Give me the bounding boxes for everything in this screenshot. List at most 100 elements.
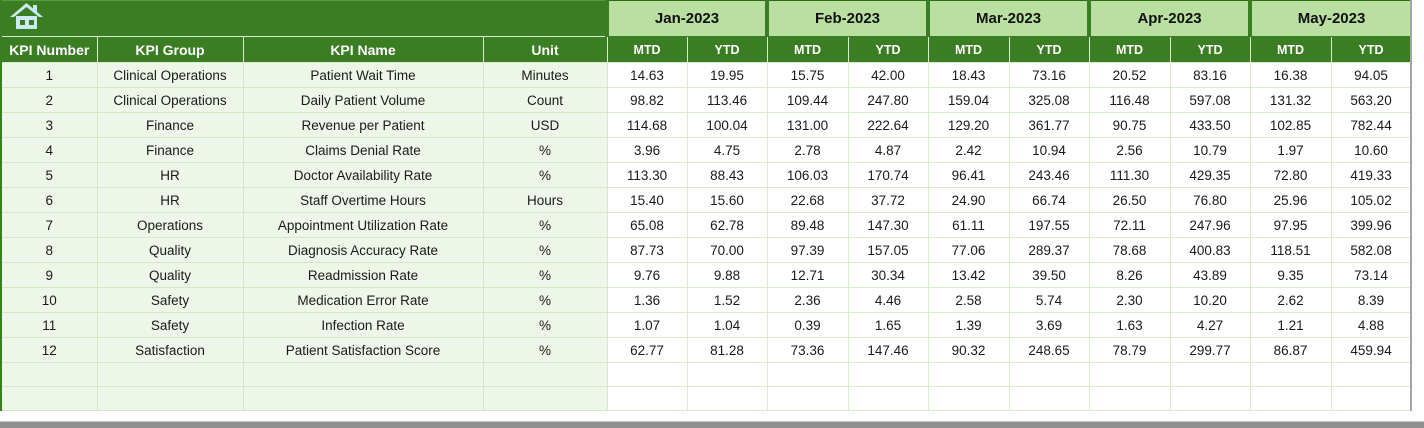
kpi-name-cell[interactable]: Revenue per Patient xyxy=(242,112,484,138)
kpi-name-cell[interactable]: Daily Patient Volume xyxy=(242,87,484,113)
unit-cell[interactable]: % xyxy=(482,137,608,163)
value-cell[interactable]: 400.83 xyxy=(1169,237,1251,263)
value-cell[interactable]: 22.68 xyxy=(766,187,849,213)
value-cell[interactable]: 73.16 xyxy=(1008,62,1090,88)
value-cell[interactable]: 3.69 xyxy=(1008,312,1090,338)
value-cell[interactable]: 247.80 xyxy=(847,87,929,113)
value-cell[interactable]: 597.08 xyxy=(1169,87,1251,113)
value-cell[interactable]: 1.97 xyxy=(1249,137,1332,163)
value-cell[interactable]: 2.30 xyxy=(1088,287,1171,313)
kpi-group-cell[interactable]: Quality xyxy=(96,237,244,263)
unit-cell[interactable]: Count xyxy=(482,87,608,113)
value-cell[interactable]: 289.37 xyxy=(1008,237,1090,263)
value-cell[interactable]: 2.78 xyxy=(766,137,849,163)
col-header-ytd[interactable]: YTD xyxy=(847,36,929,63)
home-icon[interactable] xyxy=(10,3,44,31)
value-cell[interactable]: 30.34 xyxy=(847,262,929,288)
value-cell[interactable]: 25.96 xyxy=(1249,187,1332,213)
value-cell[interactable]: 433.50 xyxy=(1169,112,1251,138)
value-cell[interactable]: 114.68 xyxy=(606,112,688,138)
col-header-kpi-name[interactable]: KPI Name xyxy=(242,36,484,63)
value-cell[interactable]: 2.58 xyxy=(927,287,1010,313)
empty-cell[interactable] xyxy=(0,386,98,411)
value-cell[interactable]: 5.74 xyxy=(1008,287,1090,313)
value-cell[interactable]: 361.77 xyxy=(1008,112,1090,138)
unit-cell[interactable]: Minutes xyxy=(482,62,608,88)
value-cell[interactable]: 77.06 xyxy=(927,237,1010,263)
value-cell[interactable]: 90.32 xyxy=(927,337,1010,363)
kpi-number-cell[interactable]: 10 xyxy=(0,287,98,313)
value-cell[interactable]: 1.63 xyxy=(1088,312,1171,338)
value-cell[interactable]: 78.68 xyxy=(1088,237,1171,263)
col-header-unit[interactable]: Unit xyxy=(482,36,608,63)
value-cell[interactable]: 72.80 xyxy=(1249,162,1332,188)
empty-cell[interactable] xyxy=(847,362,929,387)
value-cell[interactable]: 1.21 xyxy=(1249,312,1332,338)
kpi-number-cell[interactable]: 12 xyxy=(0,337,98,363)
value-cell[interactable]: 2.62 xyxy=(1249,287,1332,313)
value-cell[interactable]: 248.65 xyxy=(1008,337,1090,363)
value-cell[interactable]: 1.52 xyxy=(686,287,768,313)
value-cell[interactable]: 4.75 xyxy=(686,137,768,163)
kpi-group-cell[interactable]: Finance xyxy=(96,137,244,163)
kpi-number-cell[interactable]: 5 xyxy=(0,162,98,188)
value-cell[interactable]: 61.11 xyxy=(927,212,1010,238)
value-cell[interactable]: 429.35 xyxy=(1169,162,1251,188)
value-cell[interactable]: 39.50 xyxy=(1008,262,1090,288)
value-cell[interactable]: 459.94 xyxy=(1330,337,1412,363)
value-cell[interactable]: 73.36 xyxy=(766,337,849,363)
empty-cell[interactable] xyxy=(1088,386,1171,411)
value-cell[interactable]: 197.55 xyxy=(1008,212,1090,238)
value-cell[interactable]: 87.73 xyxy=(606,237,688,263)
empty-cell[interactable] xyxy=(96,362,244,387)
unit-cell[interactable]: % xyxy=(482,287,608,313)
month-header-jan[interactable]: Jan-2023 xyxy=(605,0,767,37)
value-cell[interactable]: 10.60 xyxy=(1330,137,1412,163)
value-cell[interactable]: 88.43 xyxy=(686,162,768,188)
kpi-name-cell[interactable]: Medication Error Rate xyxy=(242,287,484,313)
value-cell[interactable]: 131.32 xyxy=(1249,87,1332,113)
value-cell[interactable]: 3.96 xyxy=(606,137,688,163)
kpi-group-cell[interactable]: Finance xyxy=(96,112,244,138)
col-header-kpi-number[interactable]: KPI Number xyxy=(0,36,98,63)
value-cell[interactable]: 247.96 xyxy=(1169,212,1251,238)
kpi-group-cell[interactable]: HR xyxy=(96,187,244,213)
empty-cell[interactable] xyxy=(0,362,98,387)
empty-cell[interactable] xyxy=(1008,362,1090,387)
value-cell[interactable]: 10.79 xyxy=(1169,137,1251,163)
empty-cell[interactable] xyxy=(1169,386,1251,411)
value-cell[interactable]: 78.79 xyxy=(1088,337,1171,363)
value-cell[interactable]: 97.39 xyxy=(766,237,849,263)
empty-cell[interactable] xyxy=(242,362,484,387)
kpi-group-cell[interactable]: Clinical Operations xyxy=(96,87,244,113)
value-cell[interactable]: 243.46 xyxy=(1008,162,1090,188)
value-cell[interactable]: 4.88 xyxy=(1330,312,1412,338)
kpi-name-cell[interactable]: Infection Rate xyxy=(242,312,484,338)
value-cell[interactable]: 129.20 xyxy=(927,112,1010,138)
kpi-name-cell[interactable]: Readmission Rate xyxy=(242,262,484,288)
value-cell[interactable]: 222.64 xyxy=(847,112,929,138)
value-cell[interactable]: 157.05 xyxy=(847,237,929,263)
kpi-name-cell[interactable]: Patient Wait Time xyxy=(242,62,484,88)
kpi-number-cell[interactable]: 4 xyxy=(0,137,98,163)
value-cell[interactable]: 111.30 xyxy=(1088,162,1171,188)
kpi-group-cell[interactable]: HR xyxy=(96,162,244,188)
kpi-number-cell[interactable]: 1 xyxy=(0,62,98,88)
month-header-feb[interactable]: Feb-2023 xyxy=(764,0,929,37)
empty-cell[interactable] xyxy=(482,386,608,411)
value-cell[interactable]: 18.43 xyxy=(927,62,1010,88)
value-cell[interactable]: 109.44 xyxy=(766,87,849,113)
value-cell[interactable]: 1.36 xyxy=(606,287,688,313)
kpi-name-cell[interactable]: Claims Denial Rate xyxy=(242,137,484,163)
empty-cell[interactable] xyxy=(482,362,608,387)
kpi-group-cell[interactable]: Safety xyxy=(96,312,244,338)
value-cell[interactable]: 13.42 xyxy=(927,262,1010,288)
kpi-name-cell[interactable]: Diagnosis Accuracy Rate xyxy=(242,237,484,263)
value-cell[interactable]: 96.41 xyxy=(927,162,1010,188)
value-cell[interactable]: 15.75 xyxy=(766,62,849,88)
kpi-group-cell[interactable]: Operations xyxy=(96,212,244,238)
kpi-name-cell[interactable]: Patient Satisfaction Score xyxy=(242,337,484,363)
value-cell[interactable]: 1.07 xyxy=(606,312,688,338)
value-cell[interactable]: 14.63 xyxy=(606,62,688,88)
empty-cell[interactable] xyxy=(1249,386,1332,411)
